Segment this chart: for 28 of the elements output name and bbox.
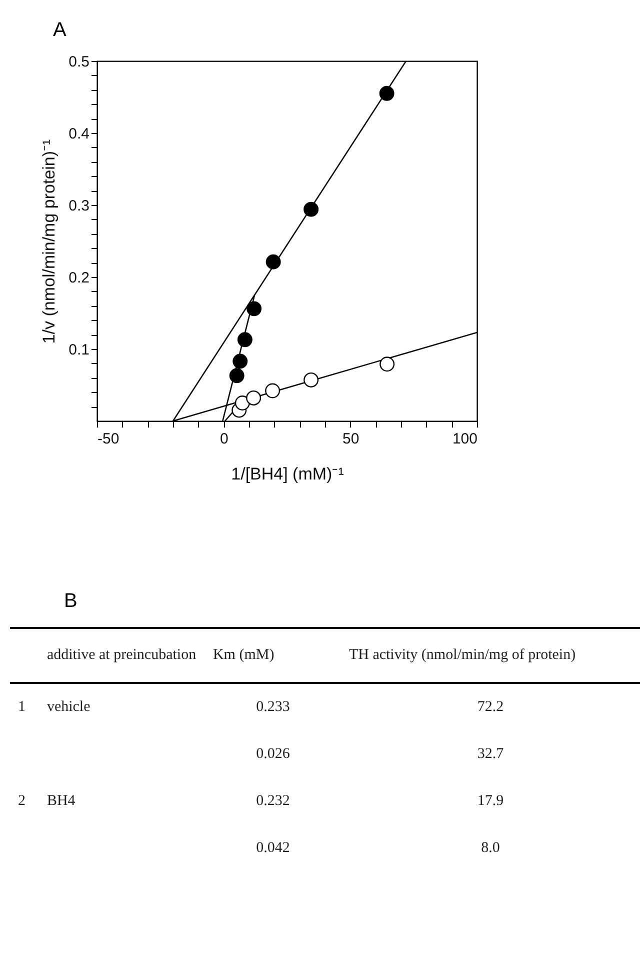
chart-title: A [53,19,67,41]
x-tick-label: -50 [98,430,120,448]
text: B [64,590,78,613]
category-label: Km (mM) [204,628,341,683]
category-label: TH activity (nmol/min/mg of protein) [340,628,640,683]
text: 0.232 [255,792,291,811]
y-tick-label: 0.3 [68,198,90,214]
y-tick-label: 0.1 [68,342,90,358]
x-tick-label: 0 [220,430,228,448]
text: 8.0 [480,839,501,858]
text: 0.233 [255,698,291,717]
text: 17.9 [476,792,505,811]
text: 72.2 [476,698,505,717]
y-axis-title: 1/v (nmol/min/mg protein)⁻¹ [40,138,59,344]
y-tick-label: 0.4 [68,126,90,142]
text: BH4 [46,792,76,811]
y-tick-label: 0.2 [68,270,90,286]
text: 0.026 [255,745,291,764]
text: 1 [17,698,26,717]
y-tick-label: 0.5 [68,54,90,70]
x-axis-title: 1/[BH4] (mM)⁻¹ [231,464,344,484]
text: 32.7 [476,745,505,764]
text: 0.042 [255,839,291,858]
text: 2 [17,792,26,811]
text: vehicle [46,698,92,717]
x-tick-label: 50 [342,430,360,448]
category-label: additive at preincubation [38,628,205,683]
x-tick-label: 100 [452,430,478,448]
